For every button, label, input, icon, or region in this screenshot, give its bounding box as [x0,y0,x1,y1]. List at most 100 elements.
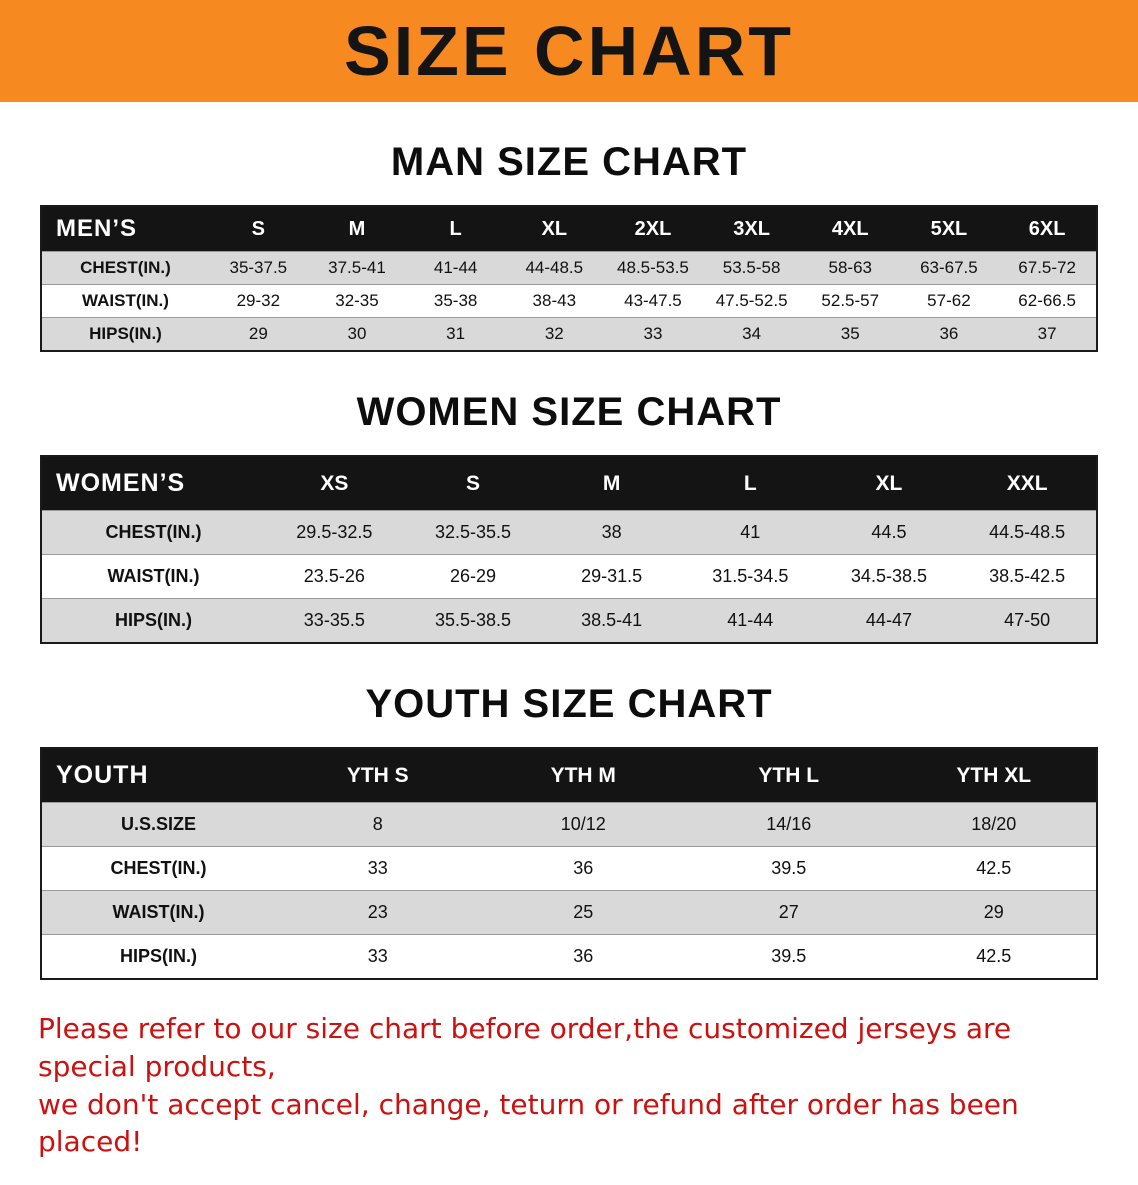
size-value: 42.5 [891,934,1097,979]
size-table-body: CHEST(IN.) 29.5-32.5 32.5-35.5 38 41 44.5 44.5… [41,510,1097,643]
table-category-header: MEN’S [41,206,209,252]
size-value: 29 [209,317,308,351]
size-value: 43-47.5 [603,284,703,318]
size-column-header: M [542,456,681,511]
size-value: 26-29 [403,554,543,599]
size-value: 53.5-58 [702,251,801,285]
table-category-header: WOMEN’S [41,456,265,511]
size-table-head: WOMEN’S XS S M L XL XXL [41,456,1097,511]
size-value: 29 [891,890,1097,935]
size-value: 31 [406,317,505,351]
size-value: 41-44 [680,598,820,643]
size-value: 35.5-38.5 [403,598,543,643]
section-title: WOMEN SIZE CHART [356,390,782,434]
size-value: 36 [899,317,999,351]
size-value: 35-38 [406,284,505,318]
size-value: 44-47 [819,598,959,643]
row-label: CHEST(IN.) [41,846,275,891]
size-value: 38-43 [504,284,604,318]
size-value: 32-35 [307,284,407,318]
banner-title: SIZE CHART [344,12,794,90]
size-value: 44-48.5 [504,251,604,285]
size-column-header: 4XL [800,206,900,252]
size-column-header: L [406,206,505,252]
notice-line-1: Please refer to our size chart before or… [38,1012,1012,1083]
table-category-header: YOUTH [41,748,275,803]
size-value: 37.5-41 [307,251,407,285]
size-column-header: 2XL [603,206,703,252]
size-value: 37 [998,317,1097,351]
size-value: 29-31.5 [542,554,681,599]
size-table-body: CHEST(IN.) 35-37.5 37.5-41 41-44 44-48.5 48.5… [41,251,1097,351]
size-value: 30 [307,317,407,351]
size-value: 38.5-42.5 [958,554,1097,599]
size-table-head: MEN’S S M L XL 2XL 3XL 4XL 5XL 6XL [41,206,1097,252]
size-value: 36 [480,846,686,891]
size-value: 33 [603,317,703,351]
header-row: YOUTH YTH S YTH M YTH L YTH XL [41,748,1097,803]
size-value: 42.5 [891,846,1097,891]
size-value: 44.5 [819,510,959,555]
table-row: HIPS(IN.) 33-35.5 35.5-38.5 38.5-41 41-44 44-… [41,598,1097,643]
size-value: 38 [542,510,681,555]
size-table-body: U.S.SIZE 8 10/12 14/16 18/20 CHEST(IN.) 33 36 39… [41,802,1097,979]
size-value: 44.5-48.5 [958,510,1097,555]
banner: SIZE CHART [0,0,1138,102]
size-column-header: YTH S [275,748,481,803]
size-column-header: YTH XL [891,748,1097,803]
table-row: HIPS(IN.) 29 30 31 32 33 34 35 36 37 [41,317,1097,351]
size-value: 67.5-72 [998,251,1097,285]
size-chart-section: YOUTH SIZE CHART YOUTH YTH S YTH M YTH L YTH … [40,682,1098,980]
table-row: WAIST(IN.) 23 25 27 29 [41,890,1097,935]
table-row: WAIST(IN.) 29-32 32-35 35-38 38-43 43-47.5 47.… [41,284,1097,318]
size-value: 27 [686,890,892,935]
size-column-header: M [307,206,407,252]
size-value: 62-66.5 [998,284,1097,318]
table-row: CHEST(IN.) 35-37.5 37.5-41 41-44 44-48.5 48.5… [41,251,1097,285]
size-column-header: XS [265,456,404,511]
size-column-header: S [209,206,308,252]
size-value: 31.5-34.5 [680,554,820,599]
header-row: MEN’S S M L XL 2XL 3XL 4XL 5XL 6XL [41,206,1097,252]
size-value: 34 [702,317,801,351]
row-label: HIPS(IN.) [41,934,275,979]
size-column-header: XXL [958,456,1097,511]
size-value: 8 [275,802,481,847]
row-label: WAIST(IN.) [41,890,275,935]
table-row: U.S.SIZE 8 10/12 14/16 18/20 [41,802,1097,847]
size-column-header: L [680,456,820,511]
row-label: WAIST(IN.) [41,554,265,599]
size-column-header: YTH L [686,748,892,803]
size-value: 52.5-57 [800,284,900,318]
table-row: CHEST(IN.) 33 36 39.5 42.5 [41,846,1097,891]
size-value: 35 [800,317,900,351]
table-row: WAIST(IN.) 23.5-26 26-29 29-31.5 31.5-34.5 34… [41,554,1097,599]
size-value: 36 [480,934,686,979]
size-value: 23.5-26 [265,554,404,599]
size-column-header: 6XL [998,206,1097,252]
section-title: YOUTH SIZE CHART [365,682,773,726]
notice-line-2: we don't accept cancel, change, teturn o… [38,1087,1019,1159]
size-column-header: S [403,456,543,511]
size-column-header: XL [504,206,604,252]
tables-container: MAN SIZE CHART MEN’S S M L XL 2XL 3XL 4XL 5XL 6XL C… [0,140,1138,980]
size-value: 47-50 [958,598,1097,643]
size-column-header: YTH M [480,748,686,803]
row-label: HIPS(IN.) [41,317,209,351]
size-value: 33 [275,846,481,891]
size-value: 58-63 [800,251,900,285]
size-value: 39.5 [686,846,892,891]
header-row: WOMEN’S XS S M L XL XXL [41,456,1097,511]
row-label: CHEST(IN.) [41,510,265,555]
size-value: 38.5-41 [542,598,681,643]
size-value: 25 [480,890,686,935]
size-chart-section: WOMEN SIZE CHART WOMEN’S XS S M L XL XXL CHEST(I… [40,390,1098,644]
size-value: 57-62 [899,284,999,318]
size-value: 41 [680,510,820,555]
size-value: 35-37.5 [209,251,308,285]
size-value: 32.5-35.5 [403,510,543,555]
size-value: 33 [275,934,481,979]
size-column-header: 3XL [702,206,801,252]
size-table: WOMEN’S XS S M L XL XXL CHEST(IN.) 29.5-32.5 32.5… [40,455,1098,644]
